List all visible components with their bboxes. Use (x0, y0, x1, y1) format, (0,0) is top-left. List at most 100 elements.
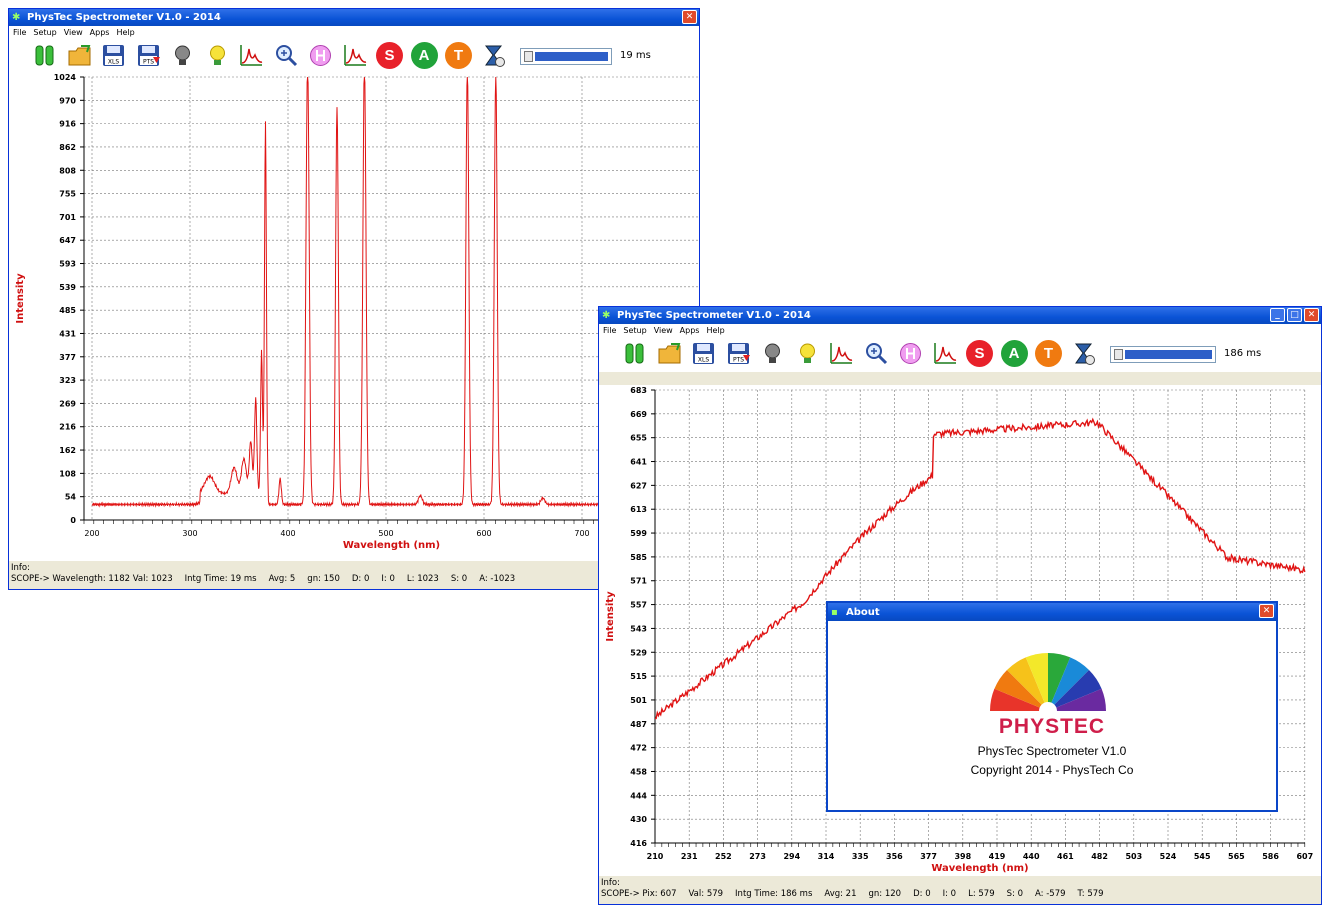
y-tick-label: 430 (630, 815, 647, 824)
menu-view[interactable]: View (63, 27, 83, 37)
slider-fill (535, 52, 608, 61)
t-mode-icon[interactable]: T (1035, 340, 1062, 367)
status-t: T: 579 (1077, 889, 1104, 899)
status-intg: Intg Time: 19 ms (184, 574, 257, 584)
lamp-off-icon[interactable] (759, 340, 786, 367)
minimize-button[interactable]: _ (1270, 308, 1285, 322)
save-xls-icon[interactable]: XLS (690, 340, 717, 367)
marker-icon[interactable] (307, 42, 334, 69)
menu-help[interactable]: Help (706, 325, 725, 335)
menu-apps[interactable]: Apps (679, 325, 700, 335)
x-tick-label: 273 (749, 852, 766, 861)
close-button[interactable]: ✕ (1259, 604, 1274, 618)
info-label: Info: (601, 878, 620, 888)
y-tick-label: 627 (630, 481, 647, 490)
status-scope: SCOPE-> Wavelength: 1182 Val: 1023 (11, 574, 173, 584)
title-bar: ✱ PhysTec Spectrometer V1.0 - 2014 _ □ ✕ (599, 307, 1321, 324)
menu-setup[interactable]: Setup (33, 27, 57, 37)
x-tick-label: 335 (852, 852, 869, 861)
lamp-on-icon[interactable] (794, 340, 821, 367)
app-icon: ✱ (12, 12, 21, 23)
y-axis-label: Intensity (605, 591, 616, 642)
spectrum-line (91, 76, 603, 508)
menu-setup[interactable]: Setup (623, 325, 647, 335)
save-pts-icon[interactable]: PTS (135, 42, 162, 69)
status-row: SCOPE-> Wavelength: 1182 Val: 1023 Intg … (11, 574, 527, 584)
start-icon[interactable] (31, 42, 58, 69)
menu-help[interactable]: Help (116, 27, 135, 37)
status-val: Val: 579 (688, 889, 724, 899)
a-mode-icon[interactable]: A (1000, 340, 1028, 367)
x-tick-label: 545 (1194, 852, 1211, 861)
status-scope: SCOPE-> Pix: 607 (601, 889, 677, 899)
y-tick-label: 593 (59, 260, 76, 269)
zoom-icon[interactable] (863, 340, 890, 367)
y-tick-label: 641 (630, 458, 647, 467)
status-a: A: -1023 (479, 574, 516, 584)
peak-icon[interactable] (828, 340, 855, 367)
peak-icon[interactable] (238, 42, 265, 69)
x-tick-label: 565 (1228, 852, 1245, 861)
lamp-on-icon[interactable] (204, 42, 231, 69)
status-a: A: -579 (1035, 889, 1066, 899)
a-mode-icon[interactable]: A (410, 42, 438, 69)
timer-icon[interactable] (480, 42, 507, 69)
spectrometer-window-1: ✱ PhysTec Spectrometer V1.0 - 2014 ✕ Fil… (8, 8, 700, 590)
x-tick-label: 607 (1296, 852, 1313, 861)
status-gain: gn: 150 (307, 574, 340, 584)
y-tick-label: 701 (59, 213, 76, 222)
slider-thumb[interactable] (1114, 349, 1123, 360)
menu-view[interactable]: View (653, 325, 673, 335)
start-icon[interactable] (621, 340, 648, 367)
menu-apps[interactable]: Apps (89, 27, 110, 37)
save-xls-icon[interactable]: XLS (100, 42, 127, 69)
about-body: PHYSTEC PhysTec Spectrometer V1.0 Copyri… (828, 625, 1276, 810)
open-folder-icon[interactable] (656, 340, 683, 367)
status-s: S: 0 (450, 574, 468, 584)
y-tick-label: 377 (59, 353, 76, 362)
menu-file[interactable]: File (603, 325, 617, 335)
spectrum-icon[interactable] (932, 340, 959, 367)
maximize-button[interactable]: □ (1287, 308, 1302, 322)
close-button[interactable]: ✕ (682, 10, 697, 24)
y-tick-label: 599 (630, 529, 647, 538)
zoom-icon[interactable] (273, 42, 300, 69)
s-mode-icon[interactable]: S (376, 42, 403, 69)
status-l: L: 579 (968, 889, 995, 899)
x-tick-label: 482 (1091, 852, 1108, 861)
y-tick-label: 585 (630, 553, 647, 562)
lamp-off-icon[interactable] (169, 42, 196, 69)
status-avg: Avg: 21 (824, 889, 857, 899)
close-button[interactable]: ✕ (1304, 308, 1319, 322)
y-tick-label: 808 (59, 166, 76, 175)
x-tick-label: 524 (1160, 852, 1177, 861)
y-tick-label: 431 (59, 329, 76, 338)
product-name: PhysTec Spectrometer V1.0 (977, 744, 1127, 758)
x-tick-label: 700 (574, 529, 589, 538)
x-tick-label: 200 (84, 529, 99, 538)
integration-time: 186 ms (1224, 348, 1262, 359)
status-l: L: 1023 (406, 574, 439, 584)
menu-file[interactable]: File (13, 27, 27, 37)
y-tick-label: 416 (630, 839, 647, 848)
integration-slider[interactable] (1110, 346, 1216, 363)
copyright-text: Copyright 2014 - PhysTech Co (970, 763, 1134, 777)
menu-bar: File Setup View Apps Help (9, 26, 699, 38)
status-gain: gn: 120 (868, 889, 902, 899)
x-tick-label: 210 (647, 852, 664, 861)
integration-slider[interactable] (520, 48, 612, 65)
slider-thumb[interactable] (524, 51, 533, 62)
t-mode-icon[interactable]: T (445, 42, 472, 69)
y-tick-label: 108 (59, 469, 76, 478)
timer-icon[interactable] (1070, 340, 1097, 367)
save-pts-icon[interactable]: PTS (725, 340, 752, 367)
marker-icon[interactable] (897, 340, 924, 367)
y-tick-label: 54 (65, 493, 77, 502)
app-icon: ✱ (602, 310, 611, 321)
s-mode-icon[interactable]: S (966, 340, 993, 367)
open-folder-icon[interactable] (66, 42, 93, 69)
x-tick-label: 503 (1125, 852, 1142, 861)
y-tick-label: 269 (59, 399, 76, 408)
spectrum-icon[interactable] (342, 42, 369, 69)
spectrum-plot[interactable]: 1024 970 916 862 808 755 701 647 593 539 485 431 377… (9, 74, 699, 562)
